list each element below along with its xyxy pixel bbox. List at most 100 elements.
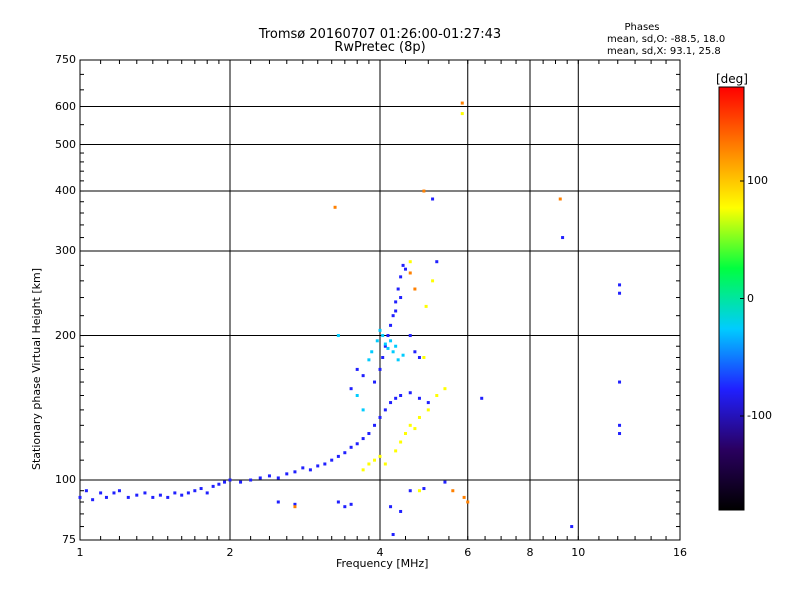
data-point: [180, 493, 184, 497]
data-point: [112, 491, 116, 495]
data-point: [460, 101, 464, 105]
data-point: [381, 334, 385, 338]
data-point: [349, 502, 353, 506]
data-point: [267, 474, 271, 478]
data-point: [355, 394, 359, 398]
data-point: [193, 489, 197, 493]
data-point: [323, 462, 327, 466]
data-point: [333, 205, 337, 209]
data-point: [408, 489, 412, 493]
data-point: [391, 533, 395, 537]
data-point: [424, 304, 428, 308]
data-point: [389, 339, 393, 343]
x-axis-label: Frequency [MHz]: [336, 557, 429, 570]
data-point: [394, 309, 398, 313]
data-point: [435, 260, 439, 264]
data-point: [403, 267, 407, 271]
data-point: [355, 367, 359, 371]
data-point: [158, 493, 162, 497]
data-point: [383, 342, 387, 346]
colorbar: [718, 86, 745, 511]
data-point: [386, 346, 390, 350]
data-point: [151, 495, 155, 499]
y-tick-label: 300: [55, 244, 76, 257]
data-point: [460, 112, 464, 116]
data-point: [381, 355, 385, 359]
data-point: [343, 505, 347, 509]
data-point: [349, 387, 353, 391]
data-point: [561, 236, 565, 240]
y-tick-label: 600: [55, 99, 76, 113]
data-point: [417, 396, 421, 400]
data-point: [367, 432, 371, 436]
data-point: [401, 263, 405, 267]
data-point: [126, 495, 130, 499]
data-point: [143, 491, 147, 495]
data-point: [462, 495, 466, 499]
x-tick-label: 10: [571, 546, 586, 559]
data-point: [394, 396, 398, 400]
data-point: [399, 440, 403, 444]
data-point: [451, 489, 455, 493]
data-point: [361, 374, 365, 378]
data-point: [389, 505, 393, 509]
x-tick-label: 1: [76, 546, 84, 559]
data-point: [408, 391, 412, 395]
data-point: [422, 355, 426, 359]
data-point: [217, 482, 221, 486]
colorbar-tick-label: 100: [747, 174, 768, 187]
x-tick-label: 16: [673, 546, 687, 559]
data-point: [618, 432, 622, 436]
data-point: [443, 480, 447, 484]
data-point: [383, 408, 387, 412]
data-point: [355, 442, 359, 446]
data-point: [99, 491, 103, 495]
data-point: [373, 423, 377, 427]
data-point: [378, 367, 382, 371]
data-point: [570, 525, 574, 529]
data-point: [205, 491, 209, 495]
y-tick-label: 75: [62, 533, 76, 546]
data-point: [361, 437, 365, 441]
data-point: [343, 451, 347, 455]
data-point: [391, 314, 395, 318]
data-point: [301, 466, 305, 470]
data-point: [383, 344, 387, 348]
data-point: [431, 279, 435, 283]
x-tick-label: 4: [376, 546, 384, 559]
data-point: [435, 394, 439, 398]
data-point: [386, 334, 390, 338]
data-point: [391, 350, 395, 354]
y-tick-label: 400: [55, 184, 76, 198]
data-point: [249, 478, 253, 482]
data-point: [211, 484, 215, 488]
data-point: [417, 489, 421, 493]
data-point: [378, 415, 382, 419]
y-tick-label: 750: [55, 53, 76, 66]
data-point: [480, 396, 484, 400]
data-point: [316, 464, 320, 468]
data-point: [330, 458, 334, 462]
data-point: [186, 491, 190, 495]
data-point: [293, 470, 297, 474]
data-point: [336, 334, 340, 338]
data-point: [618, 283, 622, 287]
data-point: [422, 487, 426, 491]
chart-subtitle: RwPretec (8p): [334, 40, 426, 55]
data-point: [166, 495, 170, 499]
data-point: [199, 487, 203, 491]
data-point: [431, 197, 435, 201]
data-point: [84, 489, 88, 493]
data-point: [399, 509, 403, 513]
data-point: [383, 462, 387, 466]
data-point: [389, 323, 393, 327]
colorbar-unit-label: [deg]: [716, 72, 748, 86]
y-axis-label: Stationary phase Virtual Height [km]: [30, 267, 43, 470]
data-point: [373, 380, 377, 384]
data-point: [135, 493, 139, 497]
y-tick-label: 200: [55, 328, 76, 342]
data-point: [361, 408, 365, 412]
data-point: [239, 480, 243, 484]
data-point: [258, 476, 262, 480]
data-point: [394, 300, 398, 304]
